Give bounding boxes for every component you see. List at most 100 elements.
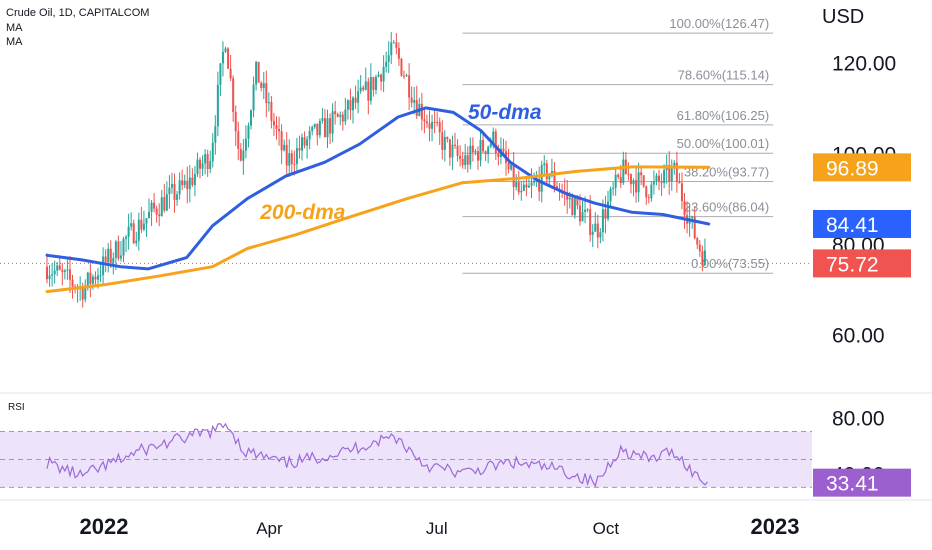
- candle-body: [94, 276, 97, 280]
- candle-body: [609, 188, 612, 202]
- candle-body: [497, 153, 500, 158]
- candle-body: [168, 187, 171, 195]
- candle-body: [127, 226, 130, 237]
- candle-body: [229, 68, 232, 79]
- candle-body: [423, 119, 426, 122]
- candle-body: [696, 238, 699, 245]
- candle-body: [283, 144, 286, 151]
- value-badge-label: 96.89: [826, 157, 879, 180]
- rsi-label[interactable]: RSI: [8, 402, 25, 413]
- rsi-line: [46, 422, 708, 488]
- candle-body: [260, 82, 263, 89]
- candle-body: [456, 145, 459, 156]
- candle-body: [479, 139, 482, 161]
- candle-body: [48, 275, 51, 280]
- candle-body: [224, 48, 227, 52]
- candle-body: [372, 77, 375, 90]
- candle-body: [622, 159, 625, 184]
- candle-body: [306, 139, 309, 146]
- candle-body: [632, 180, 635, 185]
- candle-body: [66, 269, 69, 271]
- candle-body: [436, 122, 439, 124]
- candle-body: [410, 97, 413, 103]
- candle-body: [438, 122, 441, 133]
- candle-body: [494, 131, 497, 154]
- price-badges: 96.89 84.41 75.72 33.41: [813, 153, 911, 497]
- candle-body: [244, 138, 247, 151]
- candle-body: [71, 279, 74, 287]
- candle-body: [63, 270, 66, 273]
- candle-body: [578, 205, 581, 222]
- candle-body: [122, 238, 125, 256]
- candle-body: [469, 145, 472, 165]
- candle-body: [369, 77, 372, 101]
- candle-body: [293, 163, 296, 165]
- candle-body: [431, 121, 434, 129]
- candle-body: [466, 155, 469, 165]
- candle-body: [446, 137, 449, 140]
- candle-body: [571, 197, 574, 216]
- candle-body: [390, 42, 393, 56]
- candle-body: [316, 123, 319, 136]
- candle-body: [334, 111, 337, 114]
- candle-body: [642, 175, 645, 187]
- candle-body: [448, 139, 451, 158]
- candle-body: [443, 137, 446, 150]
- candle-body: [349, 100, 352, 111]
- candle-body: [484, 151, 487, 155]
- candle-body: [290, 153, 293, 164]
- candle-body: [451, 144, 454, 158]
- candle-body: [425, 121, 428, 124]
- annotations: 50-dma 200-dma: [259, 101, 542, 224]
- candle-body: [594, 223, 597, 232]
- candle-body: [326, 118, 329, 138]
- candle-body: [652, 181, 655, 185]
- candle-body: [272, 121, 275, 126]
- candle-body: [232, 78, 235, 113]
- value-badge-label: 33.41: [826, 473, 879, 496]
- candle-body: [533, 180, 536, 183]
- currency-unit: USD: [822, 6, 865, 28]
- candle-body: [86, 272, 89, 286]
- candle-body: [97, 275, 100, 280]
- candle-body: [566, 192, 569, 200]
- indicator-ma-2[interactable]: MA: [6, 36, 23, 48]
- candle-body: [530, 182, 533, 186]
- candle-body: [165, 194, 168, 211]
- candle-body: [647, 197, 650, 199]
- candle-body: [181, 180, 184, 186]
- value-badge-label: 84.41: [826, 214, 879, 237]
- candle-body: [525, 184, 528, 188]
- candle-body: [474, 151, 477, 153]
- candle-body: [346, 100, 349, 110]
- fib-level-label: 50.00%(100.01): [677, 136, 770, 151]
- candle-body: [158, 214, 161, 217]
- candle-body: [89, 272, 92, 284]
- candle-body: [367, 81, 370, 101]
- candle-body: [191, 177, 194, 186]
- candle-body: [607, 201, 610, 219]
- candle-body: [433, 121, 436, 123]
- candle-body: [650, 184, 653, 199]
- candle-body: [673, 162, 676, 168]
- candle-body: [698, 244, 701, 252]
- candle-body: [178, 180, 181, 195]
- candle-body: [247, 125, 250, 139]
- candle-body: [584, 209, 587, 212]
- candle-body: [84, 285, 87, 300]
- candle-body: [250, 110, 253, 126]
- candle-body: [221, 51, 224, 64]
- candle-body: [382, 66, 385, 82]
- candle-body: [637, 172, 640, 193]
- indicator-ma-1[interactable]: MA: [6, 22, 23, 34]
- candle-body: [487, 146, 490, 155]
- time-axis-tick: Jul: [426, 519, 448, 538]
- price-axis-tick: 120.00: [832, 53, 896, 76]
- candle-body: [252, 84, 255, 111]
- candle-body: [668, 165, 671, 182]
- candle-body: [397, 47, 400, 59]
- candle-body: [219, 63, 222, 85]
- candle-body: [545, 163, 548, 180]
- candle-body: [193, 174, 196, 186]
